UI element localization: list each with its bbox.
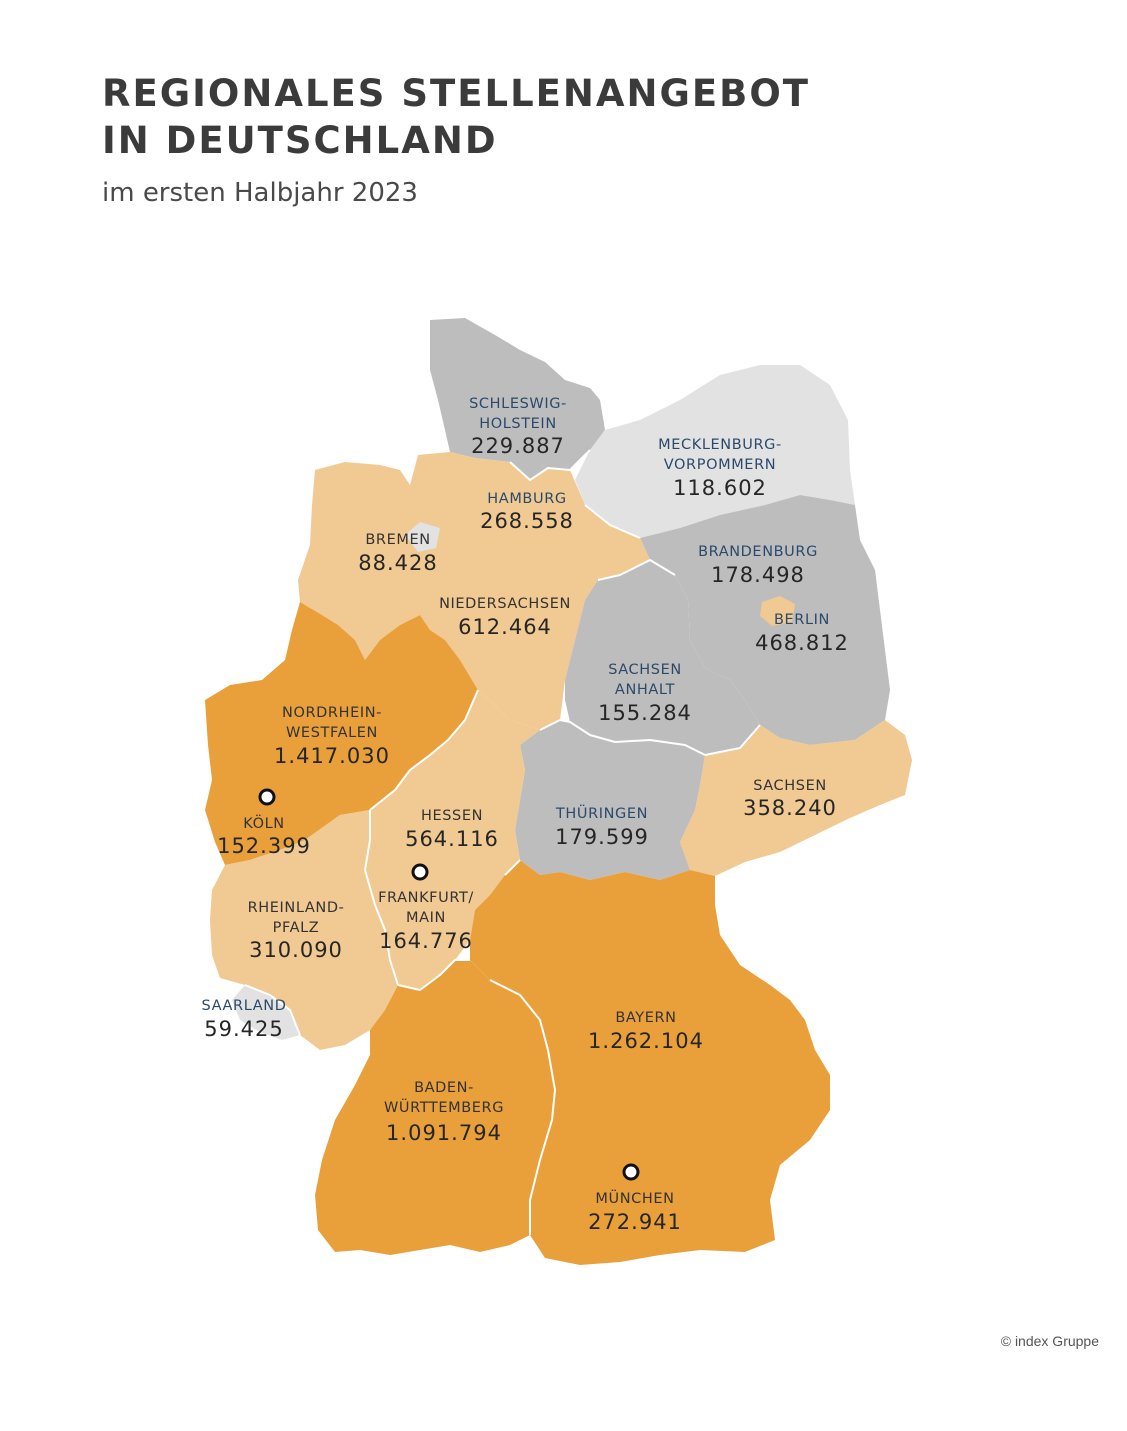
value-thueringen: 179.599 bbox=[555, 825, 649, 849]
name-niedersachsen: NIEDERSACHSEN bbox=[439, 596, 571, 612]
state-borders bbox=[244, 449, 761, 1235]
name-schleswig-holstein-2: HOLSTEIN bbox=[479, 416, 557, 432]
city-dot-muenchen bbox=[622, 1163, 640, 1181]
label-hessen: HESSEN 564.116 bbox=[405, 808, 499, 851]
title-line-1: REGIONALES STELLENANGEBOT bbox=[102, 72, 811, 115]
name-rheinland-pfalz-1: RHEINLAND- bbox=[248, 900, 345, 916]
label-berlin: BERLIN 468.812 bbox=[755, 612, 849, 655]
name-mecklenburg-vorpommern-2: VORPOMMERN bbox=[664, 457, 776, 473]
value-rheinland-pfalz: 310.090 bbox=[249, 938, 343, 962]
shape-berlin bbox=[760, 596, 795, 626]
shape-rheinland-pfalz bbox=[210, 810, 398, 1050]
city-dot-koeln bbox=[258, 788, 276, 806]
name-frankfurt-1: FRANKFURT/ bbox=[378, 890, 474, 906]
name-sachsen: SACHSEN bbox=[753, 778, 827, 794]
label-sachsen: SACHSEN 358.240 bbox=[743, 778, 837, 820]
label-schleswig-holstein: SCHLESWIG- HOLSTEIN 229.887 bbox=[469, 396, 567, 458]
page-title: REGIONALES STELLENANGEBOT IN DEUTSCHLAND bbox=[102, 70, 810, 164]
label-saarland: SAARLAND 59.425 bbox=[202, 998, 287, 1041]
state-shapes bbox=[205, 318, 912, 1265]
value-berlin: 468.812 bbox=[755, 631, 849, 655]
name-sachsen-anhalt-1: SACHSEN bbox=[608, 662, 682, 678]
name-rheinland-pfalz-2: PFALZ bbox=[273, 920, 320, 936]
value-mecklenburg-vorpommern: 118.602 bbox=[673, 476, 767, 500]
shape-hessen bbox=[365, 690, 540, 990]
name-muenchen: MÜNCHEN bbox=[595, 1189, 674, 1207]
name-nordrhein-westfalen-1: NORDRHEIN- bbox=[282, 705, 382, 721]
value-schleswig-holstein: 229.887 bbox=[471, 434, 565, 458]
value-sachsen: 358.240 bbox=[743, 796, 837, 820]
name-sachsen-anhalt-2: ANHALT bbox=[615, 682, 675, 698]
shape-sachsen bbox=[680, 720, 912, 876]
name-nordrhein-westfalen-2: WESTFALEN bbox=[286, 725, 378, 741]
copyright-notice: © index Gruppe bbox=[1000, 1333, 1099, 1349]
value-nordrhein-westfalen: 1.417.030 bbox=[274, 744, 390, 768]
value-baden-wuerttemberg: 1.091.794 bbox=[386, 1121, 502, 1145]
label-nordrhein-westfalen: NORDRHEIN- WESTFALEN 1.417.030 bbox=[274, 705, 390, 768]
city-dot-frankfurt bbox=[411, 863, 429, 881]
page-subtitle: im ersten Halbjahr 2023 bbox=[102, 178, 418, 208]
shape-hamburg bbox=[500, 476, 528, 496]
value-bremen: 88.428 bbox=[358, 551, 437, 575]
shape-niedersachsen bbox=[298, 452, 650, 730]
value-muenchen: 272.941 bbox=[588, 1210, 682, 1234]
shape-sachsen-anhalt bbox=[565, 560, 760, 755]
name-baden-wuerttemberg-2: WÜRTTEMBERG bbox=[384, 1098, 504, 1116]
label-hamburg: HAMBURG 268.558 bbox=[480, 491, 574, 533]
value-bayern: 1.262.104 bbox=[588, 1029, 704, 1053]
value-frankfurt: 164.776 bbox=[379, 929, 473, 953]
shape-baden-wuerttemberg bbox=[315, 960, 555, 1255]
name-koeln: KÖLN bbox=[243, 814, 284, 832]
name-bremen: BREMEN bbox=[365, 532, 430, 548]
value-sachsen-anhalt: 155.284 bbox=[598, 701, 692, 725]
label-mecklenburg-vorpommern: MECKLENBURG- VORPOMMERN 118.602 bbox=[658, 437, 782, 500]
city-koeln: KÖLN 152.399 bbox=[217, 788, 311, 858]
label-baden-wuerttemberg: BADEN- WÜRTTEMBERG 1.091.794 bbox=[384, 1080, 504, 1145]
value-hamburg: 268.558 bbox=[480, 509, 574, 533]
name-schleswig-holstein-1: SCHLESWIG- bbox=[469, 396, 567, 412]
label-thueringen: THÜRINGEN 179.599 bbox=[555, 804, 649, 849]
value-saarland: 59.425 bbox=[204, 1017, 283, 1041]
label-bayern: BAYERN 1.262.104 bbox=[588, 1010, 704, 1053]
shape-bayern bbox=[470, 860, 830, 1265]
label-brandenburg: BRANDENBURG 178.498 bbox=[698, 544, 818, 587]
city-frankfurt: FRANKFURT/ MAIN 164.776 bbox=[378, 863, 474, 953]
label-bremen: BREMEN 88.428 bbox=[358, 532, 437, 575]
name-hessen: HESSEN bbox=[421, 808, 483, 824]
name-frankfurt-2: MAIN bbox=[406, 910, 446, 926]
name-bayern: BAYERN bbox=[615, 1010, 676, 1026]
label-sachsen-anhalt: SACHSEN ANHALT 155.284 bbox=[598, 662, 692, 725]
name-berlin: BERLIN bbox=[774, 612, 830, 628]
name-brandenburg: BRANDENBURG bbox=[698, 544, 818, 560]
name-thueringen: THÜRINGEN bbox=[555, 804, 648, 822]
value-niedersachsen: 612.464 bbox=[458, 615, 552, 639]
city-muenchen: MÜNCHEN 272.941 bbox=[588, 1163, 682, 1234]
value-brandenburg: 178.498 bbox=[711, 563, 805, 587]
name-mecklenburg-vorpommern-1: MECKLENBURG- bbox=[658, 437, 782, 453]
shape-bremen bbox=[405, 522, 440, 552]
name-baden-wuerttemberg-1: BADEN- bbox=[414, 1080, 474, 1096]
shape-thueringen bbox=[515, 720, 705, 880]
value-koeln: 152.399 bbox=[217, 834, 311, 858]
label-niedersachsen: NIEDERSACHSEN 612.464 bbox=[439, 596, 571, 639]
title-line-2: IN DEUTSCHLAND bbox=[102, 119, 498, 162]
shape-saarland bbox=[232, 985, 300, 1040]
name-saarland: SAARLAND bbox=[202, 998, 287, 1014]
shape-mecklenburg-vorpommern bbox=[575, 365, 855, 538]
shape-schleswig-holstein bbox=[430, 318, 605, 480]
label-rheinland-pfalz: RHEINLAND- PFALZ 310.090 bbox=[248, 900, 345, 962]
value-hessen: 564.116 bbox=[405, 827, 499, 851]
name-hamburg: HAMBURG bbox=[487, 491, 566, 507]
